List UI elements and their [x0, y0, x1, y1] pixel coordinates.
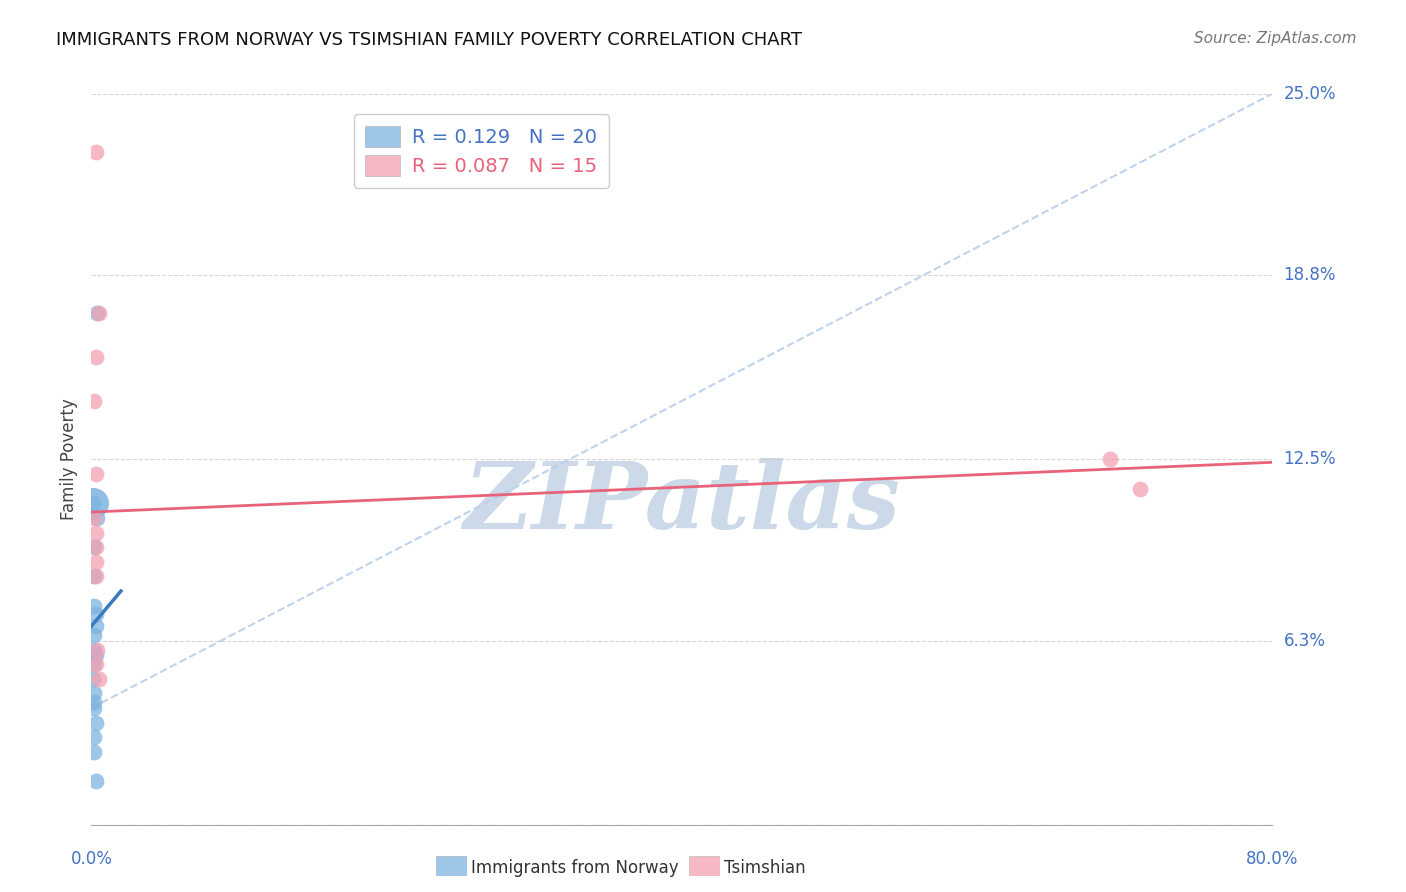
Text: 18.8%: 18.8% — [1284, 266, 1336, 284]
Point — [84, 619, 107, 633]
Point — [83, 731, 105, 745]
Point — [83, 569, 105, 583]
Point — [84, 525, 107, 540]
Point — [86, 642, 108, 657]
Text: 12.5%: 12.5% — [1284, 450, 1336, 468]
Point — [83, 695, 105, 709]
Point — [83, 701, 105, 715]
Point — [86, 511, 108, 525]
Text: Tsimshian: Tsimshian — [724, 859, 806, 877]
Legend: R = 0.129   N = 20, R = 0.087   N = 15: R = 0.129 N = 20, R = 0.087 N = 15 — [353, 114, 609, 188]
Text: 0.0%: 0.0% — [70, 850, 112, 868]
Point — [87, 672, 110, 686]
Point — [84, 774, 107, 789]
Point — [84, 715, 107, 730]
Point — [86, 306, 108, 320]
Point — [83, 393, 105, 408]
Point — [83, 745, 105, 759]
Point — [84, 350, 107, 364]
Point — [84, 657, 107, 672]
Point — [83, 599, 105, 613]
Y-axis label: Family Poverty: Family Poverty — [60, 399, 79, 520]
Point — [82, 496, 104, 510]
Point — [84, 540, 107, 554]
Text: 80.0%: 80.0% — [1246, 850, 1299, 868]
Point — [1129, 482, 1152, 496]
Text: Immigrants from Norway: Immigrants from Norway — [471, 859, 679, 877]
Text: 25.0%: 25.0% — [1284, 85, 1336, 103]
Point — [82, 496, 104, 510]
Point — [87, 306, 110, 320]
Point — [84, 569, 107, 583]
Point — [83, 540, 105, 554]
Point — [84, 467, 107, 481]
Point — [83, 686, 105, 700]
Text: 6.3%: 6.3% — [1284, 632, 1326, 649]
Text: IMMIGRANTS FROM NORWAY VS TSIMSHIAN FAMILY POVERTY CORRELATION CHART: IMMIGRANTS FROM NORWAY VS TSIMSHIAN FAMI… — [56, 31, 803, 49]
Point — [84, 145, 107, 160]
Point — [83, 657, 105, 672]
Point — [83, 642, 105, 657]
Point — [83, 628, 105, 642]
Point — [84, 648, 107, 663]
Text: Source: ZipAtlas.com: Source: ZipAtlas.com — [1194, 31, 1357, 46]
Point — [83, 511, 105, 525]
Text: ZIPatlas: ZIPatlas — [464, 458, 900, 549]
Point — [84, 555, 107, 569]
Point — [1099, 452, 1122, 467]
Point — [82, 672, 104, 686]
Point — [84, 607, 107, 622]
